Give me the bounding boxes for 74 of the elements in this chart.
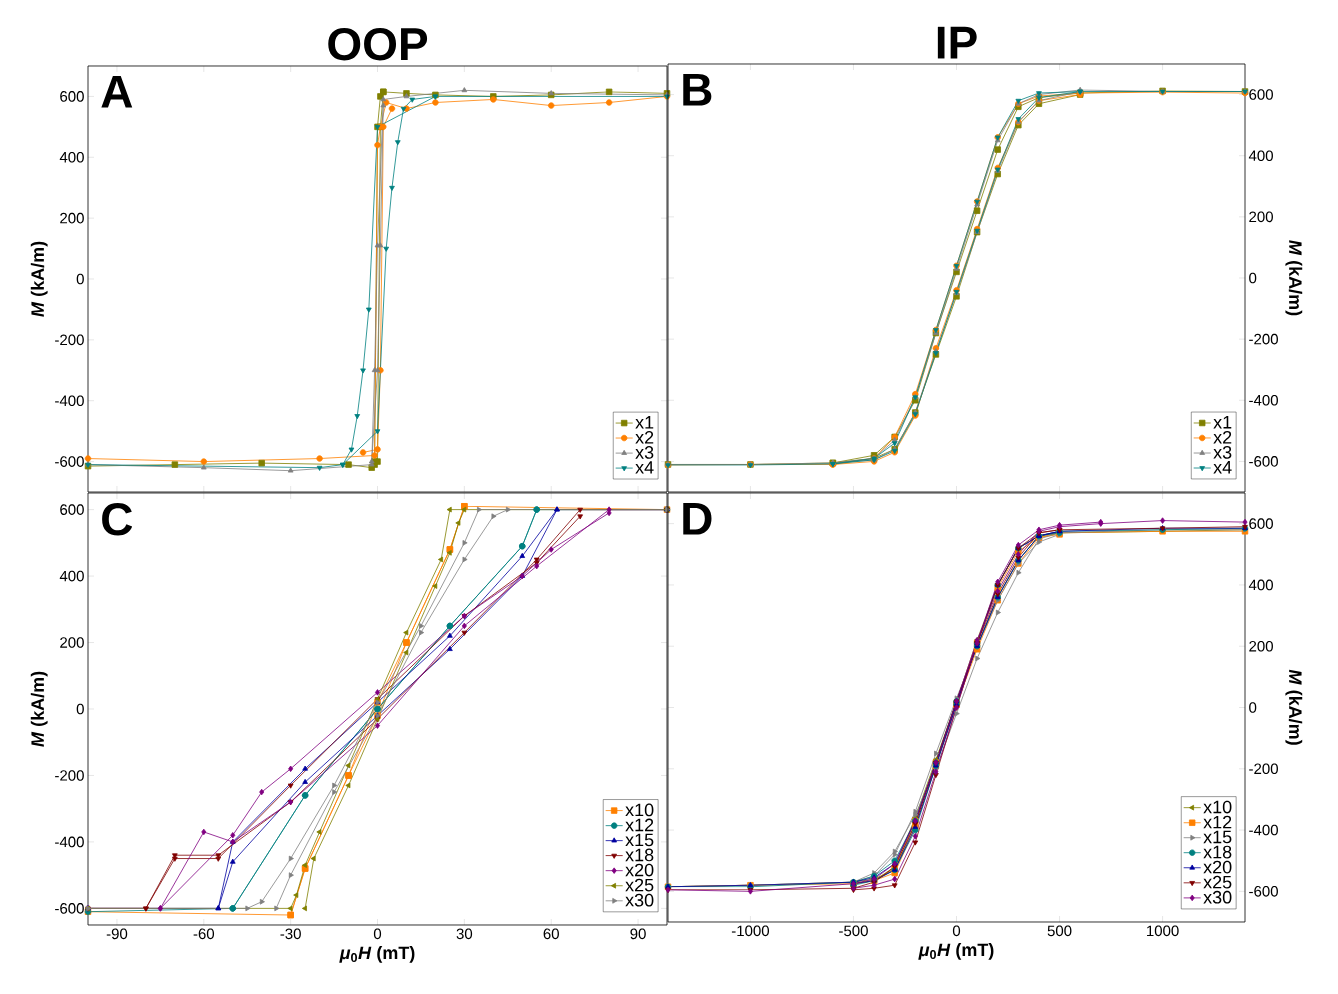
y-tick-label: 0 <box>1249 702 1257 713</box>
x-tick-label: 90 <box>630 928 646 940</box>
x-axis-title: μ$_{0}$H (mT) <box>918 943 994 960</box>
y-tick-label: 400 <box>1248 579 1273 591</box>
legend-label: x20 <box>1203 860 1232 874</box>
legend-label: x30 <box>625 893 654 907</box>
legend-label: x12 <box>625 818 654 832</box>
y-tick-label: 0 <box>76 703 84 715</box>
legend-label: x1 <box>1213 416 1232 429</box>
y-tick-label: 0 <box>76 273 84 285</box>
legend-label: x30 <box>1203 890 1232 904</box>
y-tick-label: 0 <box>1249 272 1257 284</box>
x-tick-label: -1000 <box>731 925 770 937</box>
x-axis-title: μ$_{0}$H (mT) <box>339 946 415 963</box>
y-axis-title: M (kA/m) <box>30 241 48 317</box>
x-tick-label: 0 <box>952 925 961 937</box>
legend-label: x2 <box>1213 430 1232 444</box>
legend-label: x25 <box>1203 875 1232 889</box>
legend-label: x3 <box>1213 445 1232 459</box>
y-tick-label: -400 <box>55 836 84 848</box>
x-tick-label: 1000 <box>1147 925 1179 937</box>
y-tick-label: 200 <box>60 212 84 224</box>
y-tick-label: 600 <box>60 91 84 102</box>
legend-label: x18 <box>1203 845 1232 859</box>
annotation: A <box>101 75 133 108</box>
annotation: D <box>683 502 712 535</box>
y-tick-label: -200 <box>1249 763 1278 775</box>
x-tick-label: -60 <box>193 928 215 940</box>
y-tick-label: -400 <box>1249 394 1278 406</box>
legend-label: x4 <box>635 461 654 474</box>
y-tick-label: 200 <box>1249 640 1273 652</box>
y-tick-label: -600 <box>55 456 84 467</box>
y-tick-label: -200 <box>1249 333 1278 345</box>
y-axis-title: M (kA/m) <box>30 671 48 747</box>
y-axis-title: M (kA/m) <box>1285 240 1303 316</box>
y-tick-label: -400 <box>55 395 84 407</box>
x-tick-label: -500 <box>839 925 868 937</box>
x-tick-label: 30 <box>456 928 473 940</box>
y-tick-label: -400 <box>1249 824 1278 836</box>
x-tick-label: -90 <box>106 928 128 940</box>
chart-title: IP <box>937 26 977 59</box>
legend-label: x12 <box>1203 815 1232 829</box>
legend-label: x15 <box>1203 830 1232 844</box>
x-tick-label: 60 <box>543 928 559 940</box>
legend-label: x2 <box>635 430 654 444</box>
legend-label: x3 <box>635 446 654 459</box>
y-tick-label: -200 <box>55 770 84 781</box>
legend-label: x4 <box>1213 461 1232 474</box>
y-tick-label: 400 <box>1248 150 1273 162</box>
legend-label: x1 <box>635 416 654 429</box>
chart-title: OOP <box>328 27 428 61</box>
legend-label: x18 <box>625 848 654 862</box>
y-tick-label: 600 <box>1249 518 1273 529</box>
y-axis-title: M (kA/m) <box>1285 669 1303 745</box>
annotation: C <box>102 503 133 536</box>
legend-label: x10 <box>1203 800 1232 814</box>
y-tick-label: -600 <box>1249 456 1278 467</box>
x-tick-label: 500 <box>1047 925 1072 937</box>
legend-label: x10 <box>625 803 654 817</box>
annotation: B <box>683 73 712 106</box>
y-tick-label: 200 <box>1249 211 1273 223</box>
y-tick-label: -200 <box>55 334 84 346</box>
legend-label: x15 <box>625 833 654 847</box>
x-tick-label: -30 <box>280 928 301 940</box>
legend-label: x25 <box>625 878 654 892</box>
y-tick-label: 600 <box>1249 89 1273 100</box>
y-tick-label: 400 <box>59 570 84 582</box>
y-tick-label: -600 <box>55 903 84 914</box>
x-tick-label: 0 <box>373 928 382 940</box>
legend-label: x20 <box>625 863 654 877</box>
y-tick-label: 600 <box>60 504 84 515</box>
y-tick-label: -600 <box>1249 886 1278 897</box>
y-tick-label: 400 <box>59 151 84 163</box>
y-tick-label: 200 <box>60 637 84 648</box>
